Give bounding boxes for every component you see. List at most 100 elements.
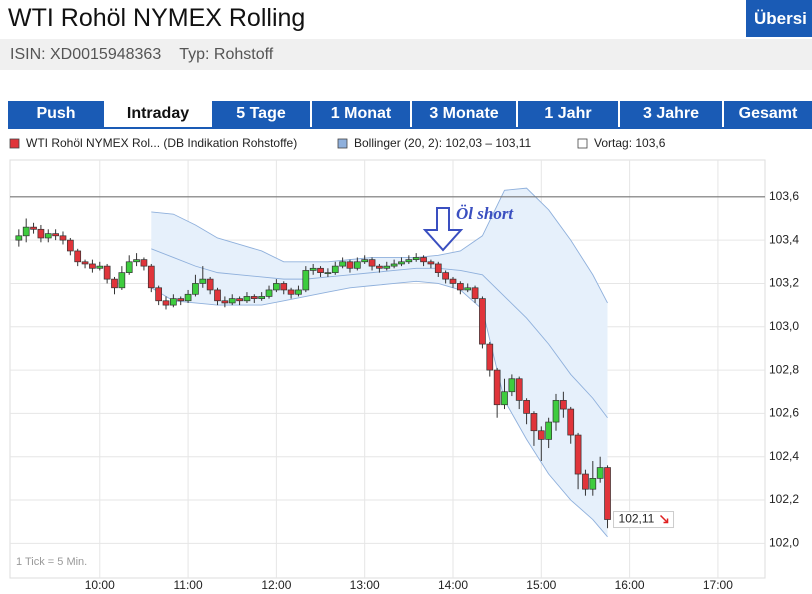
candle-body bbox=[537, 430, 545, 440]
legend-label: Bollinger (20, 2): 102,03 – 103,11 bbox=[354, 136, 532, 150]
tab[interactable]: 1 Jahr bbox=[518, 101, 618, 127]
candle-body bbox=[486, 343, 494, 371]
tab[interactable]: Intraday bbox=[106, 101, 210, 127]
legend-label: WTI Rohöl NYMEX Rol... (DB Indikation Ro… bbox=[26, 136, 297, 150]
candle-body bbox=[427, 261, 435, 265]
last-price-label: 102,11 bbox=[619, 512, 655, 526]
x-tick-label: 14:00 bbox=[438, 578, 468, 592]
tab[interactable]: Push bbox=[8, 101, 104, 127]
candle-body bbox=[192, 283, 199, 295]
candle-body bbox=[125, 261, 133, 273]
candle-body bbox=[265, 289, 273, 297]
chart: WTI Rohöl NYMEX Rol... (DB Indikation Ro… bbox=[9, 136, 799, 592]
candle-body bbox=[317, 267, 324, 273]
candle-body bbox=[96, 265, 104, 269]
y-tick-label: 102,6 bbox=[769, 406, 799, 420]
tab[interactable]: 3 Monate bbox=[412, 101, 516, 127]
candle-body bbox=[471, 287, 479, 299]
candle-body bbox=[44, 233, 52, 239]
candle-body bbox=[140, 259, 148, 267]
note: 1 Tick = 5 Min. bbox=[16, 556, 87, 568]
band-lower bbox=[151, 280, 608, 538]
candle-body bbox=[228, 298, 236, 304]
legend-swatch bbox=[337, 138, 348, 149]
type: Typ: Rohstoff bbox=[179, 46, 274, 63]
candle-body bbox=[501, 391, 508, 406]
candle-body bbox=[287, 289, 295, 295]
legend-swatch bbox=[9, 138, 20, 149]
candle-body bbox=[545, 421, 553, 440]
candle-body bbox=[66, 239, 74, 252]
candle-body bbox=[199, 278, 207, 284]
candle-body bbox=[515, 378, 523, 401]
candle-body bbox=[457, 283, 464, 291]
candle-body bbox=[170, 298, 177, 306]
candle-body bbox=[398, 261, 405, 265]
tab[interactable]: Gesamt bbox=[724, 101, 812, 127]
last-price-box bbox=[613, 511, 675, 529]
legend-label: Vortag: 103,6 bbox=[594, 136, 666, 150]
candle-body bbox=[258, 296, 266, 299]
candle-body bbox=[405, 259, 413, 263]
candle-body bbox=[604, 467, 611, 520]
candle-body bbox=[552, 400, 560, 423]
candle-body bbox=[155, 287, 162, 302]
y-tick-label: 103,6 bbox=[769, 189, 799, 203]
tab[interactable]: 1 Monat bbox=[312, 101, 410, 127]
x-tick-label: 11:00 bbox=[174, 578, 203, 592]
candle-body bbox=[206, 278, 214, 291]
candle-body bbox=[22, 226, 30, 237]
tab-underline bbox=[8, 127, 812, 129]
candle-body bbox=[184, 293, 192, 302]
candle-body bbox=[434, 263, 442, 273]
candle-body bbox=[273, 283, 280, 291]
tab[interactable]: 5 Tage bbox=[212, 101, 310, 127]
band-middle bbox=[151, 248, 608, 419]
candle-body bbox=[118, 272, 126, 289]
candle-body bbox=[464, 287, 472, 291]
candle-body bbox=[560, 400, 567, 410]
plot-frame bbox=[9, 159, 766, 579]
candle-body bbox=[59, 235, 67, 241]
candle-body bbox=[147, 265, 155, 289]
candle-body bbox=[162, 300, 170, 306]
candle-body bbox=[442, 272, 449, 280]
candle-body bbox=[523, 400, 530, 414]
candle-body bbox=[582, 473, 589, 490]
candle-body bbox=[103, 265, 111, 280]
candle-body bbox=[302, 270, 310, 291]
y-tick-label: 103,4 bbox=[769, 232, 799, 246]
y-tick-label: 103,0 bbox=[769, 319, 799, 333]
overview-button[interactable]: Übersi bbox=[746, 0, 812, 37]
candle-body bbox=[353, 261, 361, 269]
candle-body bbox=[236, 298, 243, 302]
x-tick-label: 17:00 bbox=[703, 578, 733, 592]
candle-body bbox=[412, 257, 420, 260]
candle-body bbox=[479, 298, 486, 345]
candle-body bbox=[177, 298, 185, 302]
candle-body bbox=[346, 261, 354, 269]
down-arrow-icon bbox=[659, 514, 669, 524]
x-tick-label: 16:00 bbox=[615, 578, 645, 592]
x-tick-label: 12:00 bbox=[261, 578, 291, 592]
y-tick-label: 103,2 bbox=[769, 276, 799, 290]
x-tick-label: 10:00 bbox=[85, 578, 115, 592]
candle-body bbox=[331, 265, 339, 273]
candle-body bbox=[339, 261, 346, 267]
candle-body bbox=[420, 257, 427, 263]
arrow-annotation bbox=[422, 207, 464, 252]
tab[interactable]: 3 Jahre bbox=[620, 101, 722, 127]
candle-body bbox=[250, 296, 258, 299]
candle-body bbox=[368, 259, 376, 267]
candle-body bbox=[295, 289, 302, 295]
candle-body bbox=[449, 278, 457, 284]
candle-body bbox=[243, 296, 251, 302]
x-tick-label: 15:00 bbox=[526, 578, 556, 592]
isin: ISIN: XD0015948363 bbox=[10, 46, 162, 63]
candle-body bbox=[596, 467, 604, 479]
candle-body bbox=[589, 478, 597, 490]
candle-body bbox=[30, 226, 37, 230]
candle-body bbox=[567, 408, 575, 436]
legend-swatch bbox=[577, 138, 588, 149]
